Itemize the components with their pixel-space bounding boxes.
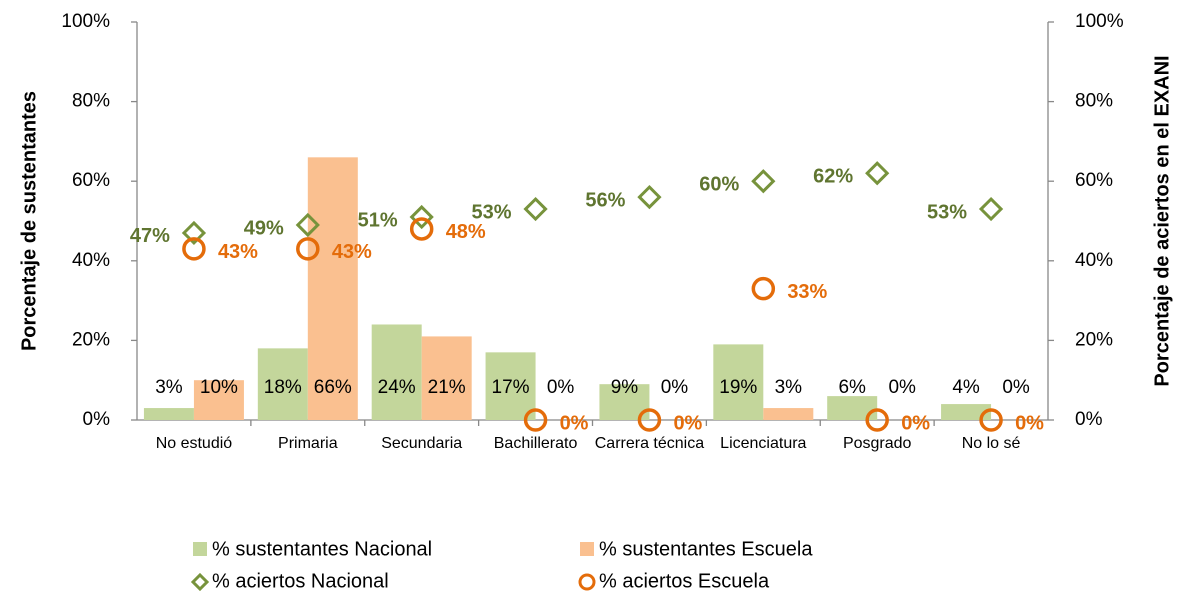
legend-swatch bbox=[578, 573, 596, 591]
bar-label: 3% bbox=[775, 377, 803, 398]
circle-marker bbox=[182, 237, 206, 261]
y2-tick-label: 20% bbox=[1075, 329, 1113, 350]
y2-axis-title: Porcentaje de aciertos en el EXANI bbox=[1151, 55, 1173, 386]
y-tick-label: 80% bbox=[72, 91, 110, 112]
bar bbox=[827, 396, 878, 420]
bar-label: 0% bbox=[1002, 377, 1030, 398]
point-label: 53% bbox=[472, 201, 512, 223]
circle-marker bbox=[409, 217, 434, 241]
x-tick-label: Carrera técnica bbox=[595, 435, 704, 452]
y2-tick-label: 60% bbox=[1075, 170, 1113, 191]
point-label: 0% bbox=[560, 412, 589, 434]
bar-label: 10% bbox=[200, 377, 238, 398]
bar-label: 19% bbox=[719, 377, 757, 398]
x-tick-label: No estudió bbox=[156, 435, 233, 452]
point-label: 53% bbox=[927, 201, 967, 223]
point-label: 0% bbox=[901, 412, 930, 434]
bar bbox=[941, 404, 992, 420]
legend-swatch bbox=[190, 572, 210, 592]
circle-marker bbox=[865, 408, 889, 432]
bar-label: 0% bbox=[888, 377, 916, 398]
y-tick-label: 20% bbox=[72, 329, 110, 350]
circle-marker bbox=[637, 408, 662, 432]
point-label: 0% bbox=[673, 412, 702, 434]
y2-tick-label: 0% bbox=[1075, 409, 1103, 430]
point-label: 51% bbox=[358, 209, 398, 231]
bar-label: 6% bbox=[838, 377, 866, 398]
diamond-marker bbox=[978, 196, 1004, 222]
x-tick-label: No lo sé bbox=[962, 435, 1021, 452]
bar-label: 4% bbox=[952, 377, 980, 398]
legend-label: % aciertos Escuela bbox=[599, 570, 770, 592]
x-tick-label: Secundaria bbox=[381, 435, 462, 452]
bar bbox=[193, 380, 244, 420]
legend-label: % sustentantes Escuela bbox=[599, 538, 813, 560]
bar-label: 9% bbox=[611, 377, 639, 398]
bar bbox=[143, 408, 194, 420]
bar bbox=[485, 352, 536, 420]
bar-label: 0% bbox=[661, 377, 689, 398]
diamond-marker bbox=[523, 196, 548, 222]
y-tick-label: 40% bbox=[72, 250, 110, 271]
y2-tick-label: 40% bbox=[1075, 250, 1113, 271]
y-axis-title: Porcentaje de sustentantes bbox=[18, 91, 40, 351]
legend-swatch bbox=[580, 542, 594, 556]
diamond-marker bbox=[295, 212, 320, 238]
bar bbox=[371, 324, 422, 420]
bar-label: 17% bbox=[492, 377, 530, 398]
diamond-marker bbox=[637, 184, 662, 210]
bar-label: 18% bbox=[264, 377, 302, 398]
point-label: 56% bbox=[585, 189, 625, 211]
bar bbox=[257, 348, 308, 420]
point-label: 43% bbox=[218, 241, 258, 263]
y-tick-label: 0% bbox=[83, 409, 111, 430]
bar-label: 0% bbox=[547, 377, 575, 398]
diamond-marker bbox=[181, 220, 207, 246]
y2-tick-label: 100% bbox=[1075, 11, 1124, 32]
bar bbox=[763, 408, 814, 420]
bar-label: 21% bbox=[428, 377, 466, 398]
x-tick-label: Licenciatura bbox=[720, 435, 806, 452]
circle-marker bbox=[979, 408, 1003, 432]
bar-label: 66% bbox=[314, 377, 352, 398]
circle-marker bbox=[296, 237, 320, 261]
point-label: 62% bbox=[813, 166, 853, 188]
y-tick-label: 60% bbox=[72, 170, 110, 191]
y-tick-label: 100% bbox=[61, 11, 110, 32]
point-label: 33% bbox=[787, 281, 827, 303]
point-label: 48% bbox=[446, 221, 486, 243]
x-tick-label: Bachillerato bbox=[494, 435, 578, 452]
y2-tick-label: 80% bbox=[1075, 91, 1113, 112]
point-label: 0% bbox=[1015, 412, 1044, 434]
point-label: 47% bbox=[130, 225, 170, 247]
x-tick-label: Posgrado bbox=[843, 435, 912, 452]
bar bbox=[713, 344, 764, 420]
legend-label: % sustentantes Nacional bbox=[212, 538, 432, 560]
bar-label: 24% bbox=[378, 377, 416, 398]
diamond-marker bbox=[409, 204, 434, 230]
point-label: 49% bbox=[244, 217, 284, 239]
legend-label: % aciertos Nacional bbox=[212, 570, 389, 592]
point-label: 43% bbox=[332, 241, 372, 263]
circle-marker bbox=[751, 276, 776, 301]
bar bbox=[307, 157, 358, 420]
x-tick-label: Primaria bbox=[278, 435, 338, 452]
diamond-marker bbox=[751, 169, 776, 194]
bar-label: 3% bbox=[155, 377, 183, 398]
diamond-marker bbox=[865, 161, 890, 186]
bar bbox=[421, 336, 472, 420]
circle-marker bbox=[523, 408, 548, 432]
point-label: 60% bbox=[699, 173, 739, 195]
legend-swatch bbox=[193, 542, 207, 556]
